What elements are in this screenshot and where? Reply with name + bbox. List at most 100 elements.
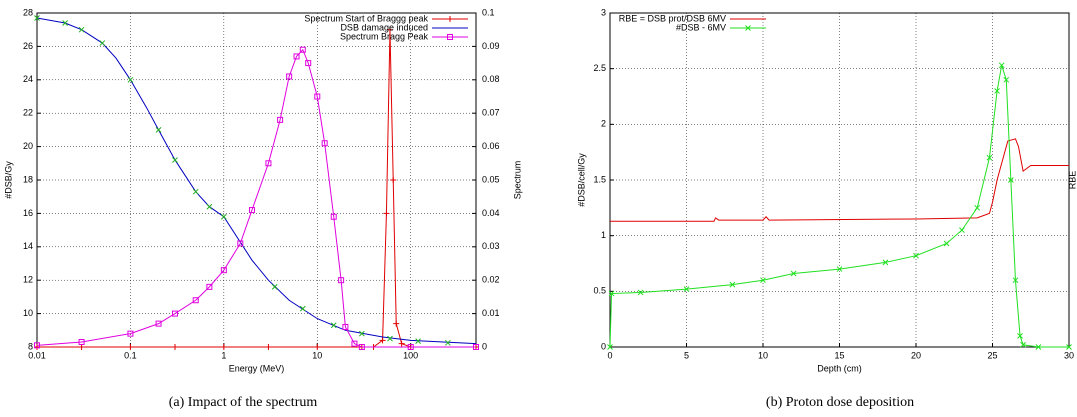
marker xyxy=(206,203,213,210)
marker xyxy=(358,330,365,337)
y-tick-label: 0.5 xyxy=(593,286,606,296)
y2-axis-label: RBE xyxy=(1067,171,1077,190)
marker xyxy=(729,281,736,288)
marker xyxy=(314,344,321,350)
y-tick-label: 24 xyxy=(23,74,33,84)
marker xyxy=(206,283,213,290)
marker xyxy=(790,270,797,277)
marker xyxy=(994,88,1000,94)
y2-tick-label: 0 xyxy=(482,341,487,351)
marker xyxy=(293,53,300,60)
y-tick-label: 2.5 xyxy=(593,63,606,73)
marker xyxy=(882,259,889,266)
marker xyxy=(473,344,479,350)
marker xyxy=(398,340,405,347)
series-line xyxy=(36,48,476,348)
x-tick-label: 5 xyxy=(684,350,689,360)
y-tick-label: 8 xyxy=(28,341,33,351)
legend-label: DSB damage induced xyxy=(340,22,428,32)
marker xyxy=(127,76,134,83)
marker xyxy=(1003,76,1010,83)
legend-label: Spectrum Bragg Peak xyxy=(340,31,429,41)
marker xyxy=(34,15,40,21)
series-line xyxy=(610,138,1069,222)
marker xyxy=(608,290,615,297)
y2-tick-label: 0.01 xyxy=(482,308,500,318)
marker xyxy=(836,266,843,272)
marker xyxy=(220,267,227,274)
marker xyxy=(1017,333,1023,339)
marker xyxy=(959,227,965,233)
marker xyxy=(299,46,306,53)
x-tick-label: 10 xyxy=(312,350,322,360)
plot-frame xyxy=(609,12,1070,348)
x-axis-label: Energy (MeV) xyxy=(229,363,285,373)
marker xyxy=(265,160,272,167)
marker xyxy=(358,344,365,350)
legend-label: #DSB - 6MV xyxy=(676,22,726,32)
marker xyxy=(447,16,453,22)
y-axis-label: #DSB/Gy xyxy=(3,161,13,199)
marker xyxy=(379,337,386,344)
marker xyxy=(78,26,85,33)
marker xyxy=(220,213,227,220)
y2-tick-label: 0.02 xyxy=(482,275,500,285)
marker xyxy=(237,240,244,247)
marker xyxy=(314,93,321,100)
marker xyxy=(277,116,284,123)
y2-tick-label: 0.06 xyxy=(482,141,500,151)
marker xyxy=(943,240,950,247)
y-tick-label: 12 xyxy=(23,275,33,285)
y-tick-label: 20 xyxy=(23,141,33,151)
x-tick-label: 100 xyxy=(403,350,418,360)
marker xyxy=(127,330,134,337)
y-tick-label: 3 xyxy=(601,7,606,17)
y2-tick-label: 0.08 xyxy=(482,74,500,84)
marker xyxy=(383,210,390,217)
marker xyxy=(745,25,751,31)
marker xyxy=(607,344,613,350)
marker xyxy=(155,127,162,133)
y-tick-label: 28 xyxy=(23,7,33,17)
caption: (b) Proton dose deposition xyxy=(766,395,914,410)
y2-axis-label: Spectrum xyxy=(512,161,522,200)
marker xyxy=(760,277,766,284)
marker xyxy=(1035,344,1042,350)
marker xyxy=(220,344,227,350)
marker xyxy=(998,62,1005,69)
x-tick-label: 0.1 xyxy=(124,350,137,360)
marker xyxy=(155,320,162,327)
y2-tick-label: 0.05 xyxy=(482,174,500,184)
marker xyxy=(171,310,178,317)
x-tick-label: 1 xyxy=(221,350,226,360)
marker xyxy=(271,284,278,290)
marker xyxy=(1066,344,1072,350)
marker xyxy=(248,207,255,214)
x-tick-label: 15 xyxy=(834,350,844,360)
y-tick-label: 10 xyxy=(23,308,33,318)
marker xyxy=(407,344,414,350)
y-tick-label: 1.5 xyxy=(593,174,606,184)
marker xyxy=(390,177,397,183)
y-tick-label: 26 xyxy=(23,41,33,51)
caption: (a) Impact of the spectrum xyxy=(169,395,318,410)
y2-tick-label: 0.09 xyxy=(482,41,500,51)
x-tick-label: 30 xyxy=(1064,350,1074,360)
y-tick-label: 22 xyxy=(23,108,33,118)
marker xyxy=(387,335,393,342)
series-line xyxy=(36,17,477,345)
y2-tick-label: 0.07 xyxy=(482,108,500,118)
legend-label: RBE = DSB prot/DSB 6MV xyxy=(619,13,726,23)
y-tick-label: 18 xyxy=(23,174,33,184)
marker xyxy=(172,344,178,350)
marker xyxy=(78,338,85,345)
marker xyxy=(338,277,345,284)
legend-label: Spectrum Start of Braggg peak xyxy=(304,13,428,23)
x-axis-label: Depth (cm) xyxy=(817,363,862,373)
y2-tick-label: 0.04 xyxy=(482,208,500,218)
marker xyxy=(1008,177,1014,183)
marker xyxy=(974,204,981,211)
marker xyxy=(351,340,358,347)
